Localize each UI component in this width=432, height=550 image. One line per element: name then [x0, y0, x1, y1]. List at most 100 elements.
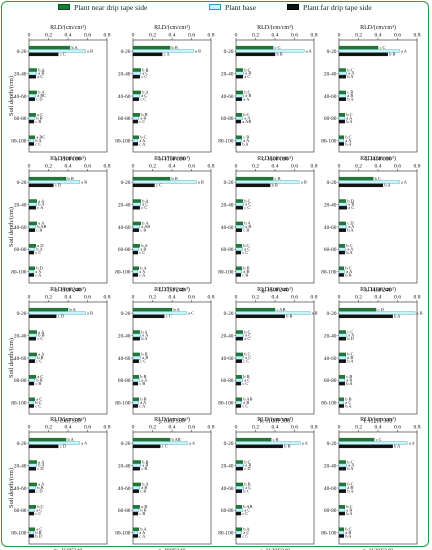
x-tick-label: 0.2 — [149, 164, 156, 170]
panel-title: o. I120F240 — [260, 548, 290, 550]
bar-base — [132, 530, 139, 535]
x-tick-label: 0.4 — [65, 164, 72, 170]
x-axis-title: RLD/(cm/cm³) — [360, 24, 396, 31]
significance-letter: a A — [35, 269, 42, 274]
bar-far — [338, 228, 346, 232]
y-tick-label: 40-60 — [324, 94, 337, 100]
significance-letter: b A — [70, 307, 77, 312]
y-tick-label: 0-20 — [224, 180, 234, 186]
bar-near — [28, 244, 36, 248]
significance-letter: b B — [141, 352, 147, 357]
bar-near — [28, 460, 37, 464]
bar-near — [338, 330, 346, 334]
significance-letter: b B — [243, 374, 249, 379]
significance-letter: b B — [142, 67, 148, 72]
bar-far — [132, 119, 139, 124]
x-tick-label: 0.6 — [188, 164, 195, 170]
bar-base — [338, 180, 400, 184]
significance-letter: b B — [244, 482, 250, 487]
bar-base — [28, 247, 36, 251]
bar-far — [235, 314, 285, 319]
significance-letter: c C — [37, 336, 43, 341]
x-tick-label: 0.2 — [45, 33, 52, 39]
bar-far — [132, 75, 140, 79]
y-tick-label: 20-40 — [221, 71, 234, 77]
bar-base — [132, 269, 139, 274]
significance-letter: c C — [35, 511, 41, 516]
bar-far — [338, 444, 393, 449]
bar-base — [132, 463, 141, 468]
significance-letter: a A — [38, 482, 45, 487]
bar-near — [338, 375, 346, 379]
bar-near — [132, 90, 141, 95]
x-tick-label: 0.8 — [414, 425, 421, 431]
significance-letter: a A — [347, 247, 354, 252]
y-tick-label: 20-40 — [14, 202, 27, 208]
x-tick-label: 0.4 — [272, 33, 279, 39]
bar-near — [338, 397, 345, 401]
bar-near — [338, 199, 346, 203]
bar-near — [338, 221, 346, 226]
x-tick-label: 0 — [132, 33, 135, 39]
bar-near — [338, 244, 346, 248]
significance-letter: b B — [284, 444, 290, 449]
significance-letter: a C — [245, 333, 251, 338]
significance-letter: b B — [243, 266, 249, 271]
bar-base — [132, 311, 187, 315]
significance-letter: b B — [140, 374, 146, 379]
bar-near — [28, 527, 36, 531]
bar-near — [338, 135, 345, 139]
bar-near — [132, 352, 140, 357]
panel-title: n. I90F240 — [158, 548, 185, 550]
bar-far — [235, 250, 242, 255]
x-tick-label: 0.4 — [375, 295, 382, 301]
panel-k: 0 0.2 0.4 0.6 0.8 RLD/(cm/cm³) 0-20 c AB a B b B 2… — [218, 286, 317, 425]
y-tick-label: 0-20 — [17, 180, 27, 186]
significance-letter: a B — [345, 530, 351, 535]
significance-letter: a C — [36, 527, 42, 532]
bar-base — [132, 49, 194, 53]
y-tick-label: 40-60 — [118, 486, 131, 492]
panel-n: 0 0.2 0.4 0.6 0.8 RLD/(cm/cm³) 0-20 b AB a A c C 2… — [115, 416, 214, 550]
significance-letter: b C — [140, 135, 146, 140]
significance-letter: b D — [35, 533, 41, 538]
bar-near — [338, 482, 346, 487]
significance-letter: b C — [347, 482, 353, 487]
significance-letter: b A — [345, 141, 352, 146]
significance-letter: c A — [35, 272, 42, 277]
bar-far — [132, 359, 140, 363]
x-tick-label: 0 — [28, 33, 31, 39]
significance-letter: b A — [345, 403, 352, 408]
x-tick-label: 0.4 — [169, 164, 176, 170]
significance-letter: b A — [347, 466, 354, 471]
bar-near — [338, 68, 346, 72]
bar-near — [235, 199, 243, 203]
significance-letter: b A — [140, 266, 147, 271]
significance-letter: b A — [394, 444, 401, 449]
bar-far — [28, 228, 36, 232]
bar-far — [338, 489, 346, 493]
bar-base — [132, 356, 141, 360]
bar-far — [28, 534, 35, 538]
x-tick-label: 0.2 — [252, 164, 259, 170]
x-tick-label: 0.6 — [291, 295, 298, 301]
significance-letter: c B — [242, 272, 248, 277]
significance-letter: a B — [245, 224, 251, 229]
significance-letter: b A — [347, 97, 354, 102]
bar-base — [338, 356, 346, 360]
y-tick-label: 40-60 — [14, 94, 27, 100]
y-tick-label: 20-40 — [221, 463, 234, 469]
y-tick-label: 0-20 — [327, 180, 337, 186]
bar-base — [235, 530, 243, 535]
bar-near — [132, 527, 140, 531]
bar-near — [132, 307, 173, 312]
bar-base — [338, 269, 346, 274]
significance-letter: a A — [243, 97, 250, 102]
significance-letter: c C — [60, 52, 66, 57]
x-tick-label: 0.8 — [311, 425, 318, 431]
bar-near — [132, 375, 140, 379]
panel-d: 0 0.2 0.4 0.6 0.8 RLD/(cm/cm³) 0-20 c C a A b B 20… — [321, 24, 420, 163]
